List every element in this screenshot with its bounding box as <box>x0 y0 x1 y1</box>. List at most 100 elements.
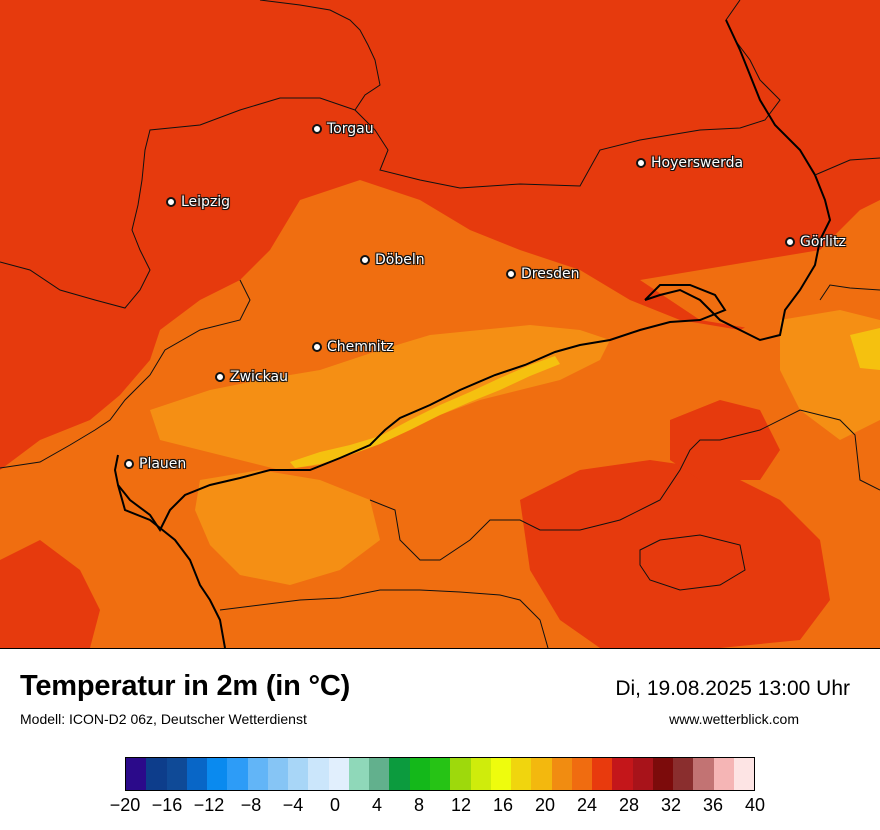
region-border-czech-2 <box>639 534 746 591</box>
map-title: Temperatur in 2m (in °C) <box>20 670 351 702</box>
city-zwickau: Zwickau <box>215 369 288 385</box>
map-canvas <box>0 0 880 648</box>
city-label: Plauen <box>139 456 187 472</box>
legend-swatch <box>409 758 430 790</box>
color-scale-legend <box>125 757 755 791</box>
red-zone-southeast <box>520 460 830 648</box>
legend-swatch <box>490 758 512 790</box>
legend-tick-label: 24 <box>576 795 598 815</box>
legend-tick-label: 40 <box>744 795 766 815</box>
forecast-datetime: Di, 19.08.2025 13:00 Uhr <box>615 677 850 700</box>
legend-swatch <box>267 758 289 790</box>
legend-swatch <box>247 758 268 790</box>
website-label: www.wetterblick.com <box>669 711 799 727</box>
city-leipzig: Leipzig <box>166 194 230 210</box>
legend-tick-label: 20 <box>534 795 556 815</box>
legend-swatch <box>288 758 309 790</box>
legend-swatch <box>531 758 552 790</box>
legend-swatch <box>166 758 187 790</box>
model-source: Modell: ICON-D2 06z, Deutscher Wetterdie… <box>20 711 307 727</box>
legend-swatch <box>592 758 613 790</box>
legend-swatch <box>126 758 147 790</box>
city-hoyerswerda: Hoyerswerda <box>636 155 743 171</box>
city-marker <box>124 459 134 469</box>
city-torgau: Torgau <box>312 121 374 137</box>
legend-swatch <box>632 758 653 790</box>
legend-tick-label: 0 <box>329 795 341 815</box>
legend-tick-label: 36 <box>702 795 724 815</box>
color-scale-ticks: −20 −16 −12 −8 −4 0 4 8 12 16 20 24 28 32 36 40 <box>110 795 765 819</box>
legend-swatch <box>470 758 491 790</box>
legend-swatch <box>713 758 734 790</box>
city-label: Görlitz <box>800 234 846 250</box>
legend-tick-label: 32 <box>660 795 682 815</box>
city-label: Hoyerswerda <box>651 155 744 171</box>
region-border-east-2 <box>819 284 880 301</box>
legend-tick-label: −20 <box>109 795 141 815</box>
legend-swatch <box>511 758 532 790</box>
legend-swatch <box>673 758 694 790</box>
city-dresden: Dresden <box>506 266 580 282</box>
city-marker <box>360 255 370 265</box>
city-marker <box>506 269 516 279</box>
city-doebeln: Döbeln <box>360 252 425 268</box>
city-label: Chemnitz <box>327 339 394 355</box>
red-zone-east <box>670 400 780 480</box>
legend-swatch <box>733 758 755 790</box>
city-marker <box>636 158 646 168</box>
legend-tick-label: 28 <box>618 795 640 815</box>
legend-swatch <box>207 758 228 790</box>
temperature-map: Torgau Hoyerswerda Leipzig Görlitz Döbel… <box>0 0 880 649</box>
region-border-east <box>814 157 880 176</box>
legend-swatch <box>429 758 451 790</box>
city-marker <box>312 124 322 134</box>
legend-swatch <box>551 758 572 790</box>
city-goerlitz: Görlitz <box>785 234 846 250</box>
city-marker <box>312 342 322 352</box>
region-border-czech-1 <box>369 409 880 561</box>
legend-swatch <box>227 758 248 790</box>
legend-swatch <box>450 758 471 790</box>
legend-swatch <box>348 758 370 790</box>
legend-tick-label: −4 <box>282 795 304 815</box>
legend-tick-label: 12 <box>450 795 472 815</box>
light-orange-zone <box>150 325 610 470</box>
region-border-czech-3 <box>219 589 549 648</box>
state-border-north <box>354 0 781 189</box>
city-label: Döbeln <box>375 252 425 268</box>
region-border-sw <box>0 279 251 469</box>
legend-swatch <box>308 758 329 790</box>
city-label: Leipzig <box>181 194 231 210</box>
legend-swatch <box>652 758 674 790</box>
legend-swatch <box>186 758 208 790</box>
national-border-poland <box>644 19 832 342</box>
city-chemnitz: Chemnitz <box>312 339 394 355</box>
national-border-south <box>117 484 226 648</box>
legend-swatch <box>612 758 633 790</box>
city-label: Torgau <box>327 121 374 137</box>
legend-swatch <box>389 758 410 790</box>
yellow-zone <box>290 356 560 468</box>
legend-tick-label: −12 <box>193 795 225 815</box>
red-zone-southwest <box>0 540 100 648</box>
legend-swatch <box>369 758 390 790</box>
city-marker <box>166 197 176 207</box>
city-marker <box>215 372 225 382</box>
state-border <box>0 0 381 309</box>
orange-zone-east <box>640 200 880 330</box>
city-label: Dresden <box>521 266 580 282</box>
legend-swatch <box>328 758 349 790</box>
city-plauen: Plauen <box>124 456 186 472</box>
legend-swatch <box>146 758 167 790</box>
legend-tick-label: −16 <box>151 795 183 815</box>
legend-swatch <box>571 758 593 790</box>
legend-tick-label: 4 <box>371 795 383 815</box>
legend-tick-label: −8 <box>240 795 262 815</box>
legend-tick-label: 16 <box>492 795 514 815</box>
legend-swatch <box>693 758 714 790</box>
legend-tick-label: 8 <box>413 795 425 815</box>
national-border-czech <box>113 284 727 532</box>
city-marker <box>785 237 795 247</box>
city-label: Zwickau <box>230 369 288 385</box>
yellow-zone-east <box>850 328 880 370</box>
